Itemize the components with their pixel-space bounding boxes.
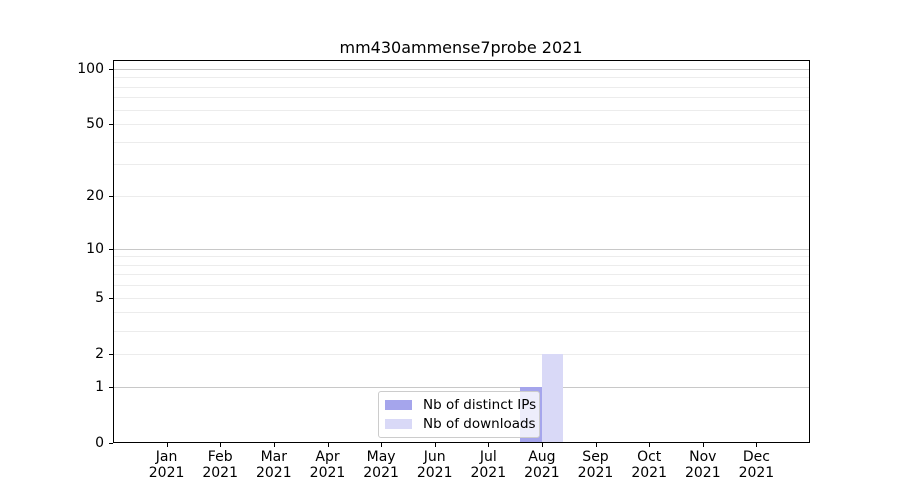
x-tick-mark (381, 443, 383, 447)
y-gridline (113, 68, 810, 70)
x-tick-label: Apr 2021 (309, 449, 346, 481)
legend-box: Nb of distinct IPs Nb of downloads (378, 391, 540, 438)
x-tick-label: Mar 2021 (255, 449, 292, 481)
y-gridline (113, 86, 810, 88)
y-gridline (113, 97, 810, 99)
y-gridline (113, 312, 810, 314)
x-tick-mark (541, 443, 543, 447)
x-tick-mark (488, 443, 490, 447)
x-tick-mark (702, 443, 704, 447)
x-tick-label: Aug 2021 (524, 449, 560, 481)
x-tick-mark (434, 443, 436, 447)
y-gridline (113, 274, 810, 276)
x-tick-mark (220, 443, 222, 447)
legend-entry-label: Nb of downloads (423, 416, 536, 432)
legend-entry: Nb of downloads (385, 416, 536, 432)
plot-area (109, 60, 810, 447)
x-tick-mark (327, 443, 329, 447)
y-tick-label: 50 (86, 116, 104, 132)
y-gridline (113, 141, 810, 143)
y-tick-label: 20 (86, 188, 104, 204)
y-tick-label: 5 (95, 289, 104, 306)
bar-downloads (541, 353, 564, 443)
y-tick-mark (109, 297, 113, 299)
y-tick-label: 1 (95, 378, 104, 395)
legend-entry-label: Nb of distinct IPs (423, 397, 537, 413)
x-tick-label: Oct 2021 (631, 449, 668, 481)
y-gridline (113, 124, 810, 125)
x-tick-label: Sep 2021 (577, 449, 614, 481)
x-tick-mark (649, 443, 651, 447)
y-gridline (113, 109, 810, 111)
x-tick-label: Dec 2021 (738, 449, 775, 481)
x-tick-label: Jul 2021 (470, 449, 507, 481)
y-tick-label: 100 (77, 60, 104, 77)
y-tick-mark (109, 196, 113, 197)
x-tick-label: Nov 2021 (684, 449, 721, 481)
y-gridline (113, 297, 810, 299)
x-tick-label: May 2021 (363, 449, 399, 481)
legend-color-swatch (385, 419, 412, 429)
y-gridline (113, 164, 810, 166)
x-tick-label: Feb 2021 (202, 449, 239, 481)
y-gridline (113, 256, 810, 258)
y-gridline (113, 353, 810, 355)
legend-color-swatch (385, 400, 412, 410)
x-tick-mark (273, 443, 275, 447)
y-tick-mark (109, 124, 113, 125)
y-tick-label: 0 (95, 435, 104, 451)
y-tick-mark (109, 386, 113, 388)
y-tick-mark (109, 443, 113, 444)
y-tick-mark (109, 68, 113, 70)
y-gridline (113, 196, 810, 197)
chart-title: mm430ammense7probe 2021 (339, 38, 583, 57)
y-gridline (113, 330, 810, 332)
y-gridline (113, 285, 810, 287)
x-tick-mark (595, 443, 597, 447)
y-gridline (113, 386, 810, 388)
x-tick-label: Jan 2021 (148, 449, 185, 481)
x-tick-mark (756, 443, 758, 447)
y-tick-label: 2 (95, 345, 104, 362)
y-gridline (113, 264, 810, 266)
y-gridline (113, 248, 810, 250)
y-tick-mark (109, 248, 113, 250)
legend-entry: Nb of distinct IPs (385, 397, 537, 413)
y-gridline (113, 77, 810, 79)
x-tick-label: Jun 2021 (416, 449, 453, 481)
x-tick-mark (166, 443, 168, 447)
y-tick-mark (109, 353, 113, 355)
y-tick-label: 10 (86, 240, 104, 257)
